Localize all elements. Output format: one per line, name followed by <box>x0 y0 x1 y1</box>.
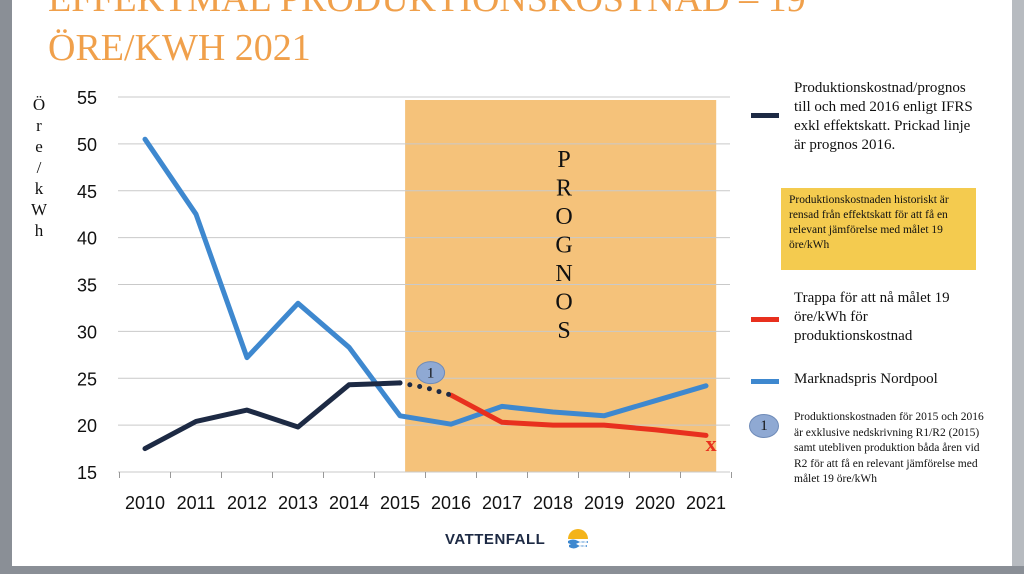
legend-note-box: Produktionskostnaden historiskt är rensa… <box>781 188 976 270</box>
legend-production-cost: Produktionskostnad/prognos till och med … <box>794 80 973 153</box>
slide-title-line-1: EFFEKTMÅL PRODUKTIONSKOSTNAD – 19 <box>48 0 908 20</box>
y-axis-label-letter: / <box>36 158 42 177</box>
x-tick-label: 2013 <box>278 493 318 513</box>
legend-swatch-production-cost <box>751 113 779 118</box>
chart-footnote-badge <box>416 361 446 385</box>
legend-footnote: Produktionskostnaden för 2015 och 2016 ä… <box>794 411 984 485</box>
y-axis-label-letter: Ö <box>32 95 46 114</box>
legend-staircase: Trappa för att nå målet 19 öre/kWh för p… <box>794 290 950 344</box>
prognos-letter: N <box>555 261 572 287</box>
x-tick-label: 2021 <box>686 493 726 513</box>
x-tick-label: 2019 <box>584 493 624 513</box>
prognos-letter: O <box>555 290 572 316</box>
legend-swatch-market-price <box>751 379 779 384</box>
x-tick-label: 2011 <box>177 493 216 513</box>
x-tick-label: 2010 <box>125 493 165 513</box>
slide-frame-bottom <box>0 566 1024 574</box>
y-tick-label: 40 <box>77 229 97 249</box>
x-tick-label: 2020 <box>635 493 675 513</box>
y-tick-label: 30 <box>77 322 97 342</box>
slide-frame-left <box>0 0 12 574</box>
x-tick-label: 2017 <box>482 493 522 513</box>
prognos-letter: R <box>556 176 572 202</box>
vattenfall-logo-icon <box>568 529 588 549</box>
prognos-letter: S <box>557 318 570 344</box>
prognos-letter: G <box>555 233 572 259</box>
legend-swatch-staircase <box>751 317 779 322</box>
legend-market-price: Marknadspris Nordpool <box>794 371 938 387</box>
y-tick-label: 25 <box>77 369 97 389</box>
x-tick-label: 2012 <box>227 493 267 513</box>
y-tick-label: 20 <box>77 416 97 436</box>
prognos-letter: O <box>555 204 572 230</box>
footnote-badge: 1 <box>749 414 779 438</box>
y-axis-label-letter: W <box>31 200 48 219</box>
series-line-production-cost <box>142 380 403 452</box>
chart-footnote-badge-label: 1 <box>427 366 435 382</box>
y-tick-label: 35 <box>77 276 97 296</box>
target-marker-x: x <box>706 431 717 456</box>
y-tick-label: 55 <box>77 88 97 108</box>
slide-title-line-2: ÖRE/KWH 2021 <box>48 27 311 69</box>
prognos-region <box>405 100 717 472</box>
y-tick-label: 15 <box>77 463 97 483</box>
x-tick-label: 2015 <box>380 493 420 513</box>
series-line-production-cost-forecast <box>397 380 454 398</box>
x-tick-label: 2018 <box>533 493 573 513</box>
y-axis-label-letter: r <box>36 116 42 135</box>
series-line-staircase <box>448 392 709 438</box>
y-axis-label-letter: e <box>35 137 43 156</box>
y-tick-label: 50 <box>77 135 97 155</box>
series-line-market-price <box>142 136 709 427</box>
y-axis-label-letter: k <box>34 179 44 198</box>
x-tick-label: 2014 <box>329 493 369 513</box>
prognos-letter: P <box>557 147 570 173</box>
y-axis-label-letter: h <box>34 221 44 240</box>
slide-frame-right <box>1012 0 1024 574</box>
y-tick-label: 45 <box>77 182 97 202</box>
x-tick-label: 2016 <box>431 493 471 513</box>
brand-logo-text: VATTENFALL <box>445 531 546 548</box>
